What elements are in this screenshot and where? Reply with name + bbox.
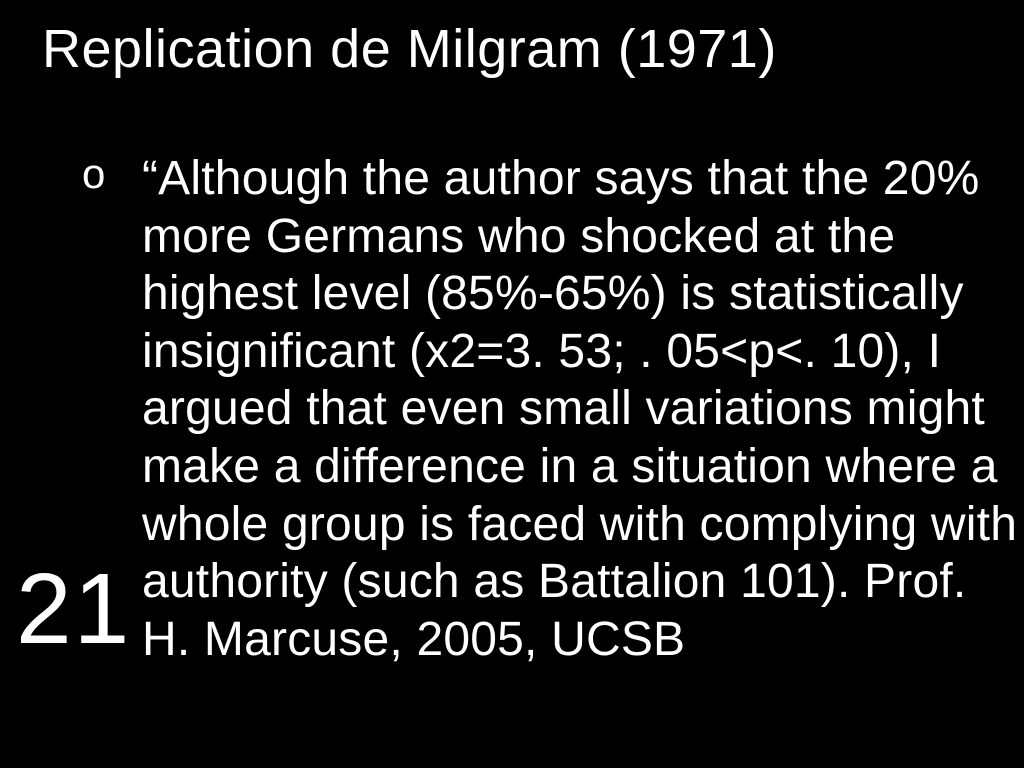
slide-title: Replication de Milgram (1971) [42, 18, 777, 80]
bullet-marker: o [82, 150, 105, 198]
slide: Replication de Milgram (1971) o “Althoug… [0, 0, 1024, 768]
page-number: 21 [16, 552, 131, 667]
slide-body-text: “Although the author says that the 20% m… [142, 150, 1022, 668]
